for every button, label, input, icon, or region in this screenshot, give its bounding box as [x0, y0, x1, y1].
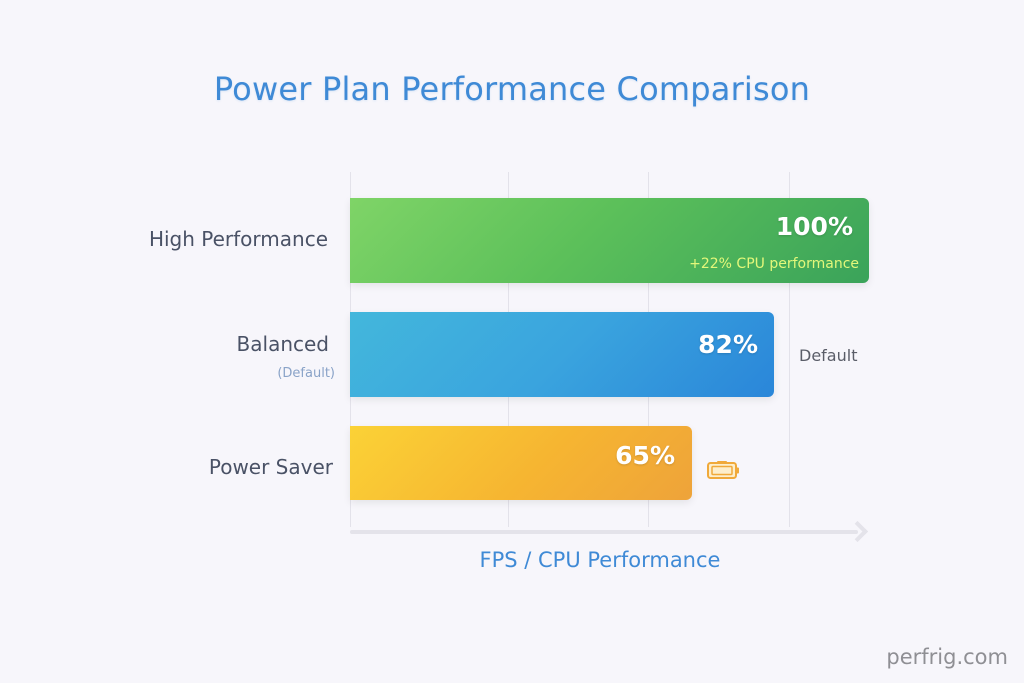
bar-value-label: 82%	[698, 330, 758, 359]
cpu-performance-note: +22% CPU performance	[689, 256, 859, 272]
axis-arrow-icon	[846, 520, 869, 543]
default-side-label: Default	[799, 346, 858, 365]
bar-balanced: 82%	[350, 312, 774, 397]
x-axis-label: FPS / CPU Performance	[479, 548, 721, 572]
bar-value-label: 65%	[615, 441, 675, 470]
category-sublabel-default: (Default)	[277, 366, 335, 381]
category-label-power-saver: Power Saver	[208, 455, 333, 479]
bar-high-performance: 100% +22% CPU performance	[350, 198, 869, 283]
battery-icon	[707, 460, 741, 480]
grid-line	[789, 172, 790, 527]
chart-title: Power Plan Performance Comparison	[213, 70, 811, 108]
category-label-high-performance: High Performance	[148, 227, 328, 251]
bar-power-saver: 65%	[350, 426, 692, 500]
bar-value-label: 100%	[775, 212, 853, 241]
category-label-balanced: Balanced	[236, 332, 329, 356]
watermark: perfrig.com	[886, 645, 1008, 669]
x-axis	[350, 530, 858, 534]
